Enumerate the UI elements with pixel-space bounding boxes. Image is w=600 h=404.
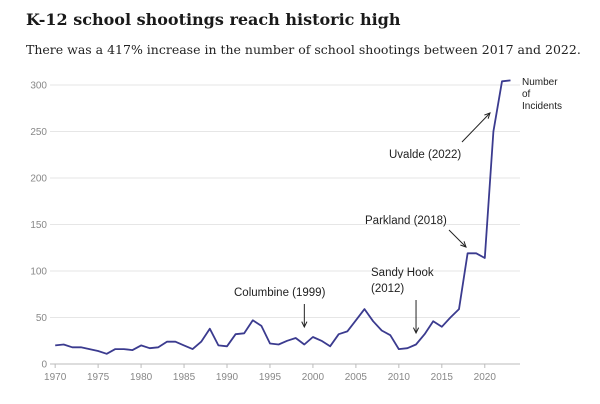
arrow-uvalde-head [484,112,491,119]
series-legend: Number of Incidents [522,77,562,112]
x-tick-label-2005: 2005 [345,372,368,383]
y-tick-label-300: 300 [30,81,47,92]
y-tick-label-100: 100 [30,267,47,278]
series-line-0 [55,79,511,355]
annotation-sandy-hook-year: (2012) [371,283,404,295]
annotation-parkland: Parkland (2018) [365,215,447,227]
legend-line-1: Number [522,77,558,88]
x-tick-label-2010: 2010 [388,372,411,383]
y-tick-label-200: 200 [30,174,47,185]
x-tick-label-1990: 1990 [216,372,239,383]
legend-line-2: of [522,89,531,100]
arrow-sandy-hook [412,300,420,335]
arrow-uvalde [461,112,491,143]
x-tick-label-2020: 2020 [474,372,497,383]
chart-subtitle: There was a 417% increase in the number … [26,42,581,57]
annotation-uvalde: Uvalde (2022) [389,149,461,161]
series-layer [55,79,511,355]
x-tick-label-2015: 2015 [431,372,454,383]
annotations: Columbine (1999) Sandy Hook (2012) Parkland… [234,112,491,335]
x-tick-label-1995: 1995 [259,372,282,383]
x-tick-label-1970: 1970 [44,372,67,383]
arrow-parkland-shaft [448,229,467,248]
chart-title: K-12 school shootings reach historic hig… [26,10,401,29]
y-tick-label-150: 150 [30,220,47,231]
grid-lines [50,84,520,365]
arrow-parkland [448,229,467,248]
legend-line-3: Incidents [522,101,562,112]
y-tick-label-50: 50 [36,313,48,324]
axis: 0 50 100 150 200 250 300 1970 1975 1980 1985 1990 19… [30,81,496,384]
arrow-sandy-hook-head [412,327,420,335]
x-tick-label-1985: 1985 [173,372,196,383]
arrow-parkland-head [460,241,467,248]
arrow-columbine [301,304,308,329]
x-tick-label-1975: 1975 [87,372,110,383]
annotation-columbine: Columbine (1999) [234,287,326,299]
y-tick-label-0: 0 [41,360,47,371]
annotation-sandy-hook: Sandy Hook [371,267,434,279]
y-tick-label-250: 250 [30,127,47,138]
x-tick-label-2000: 2000 [302,372,325,383]
x-tick-label-1980: 1980 [130,372,153,383]
arrow-columbine-head [301,321,308,329]
arrow-uvalde-shaft [461,112,491,143]
